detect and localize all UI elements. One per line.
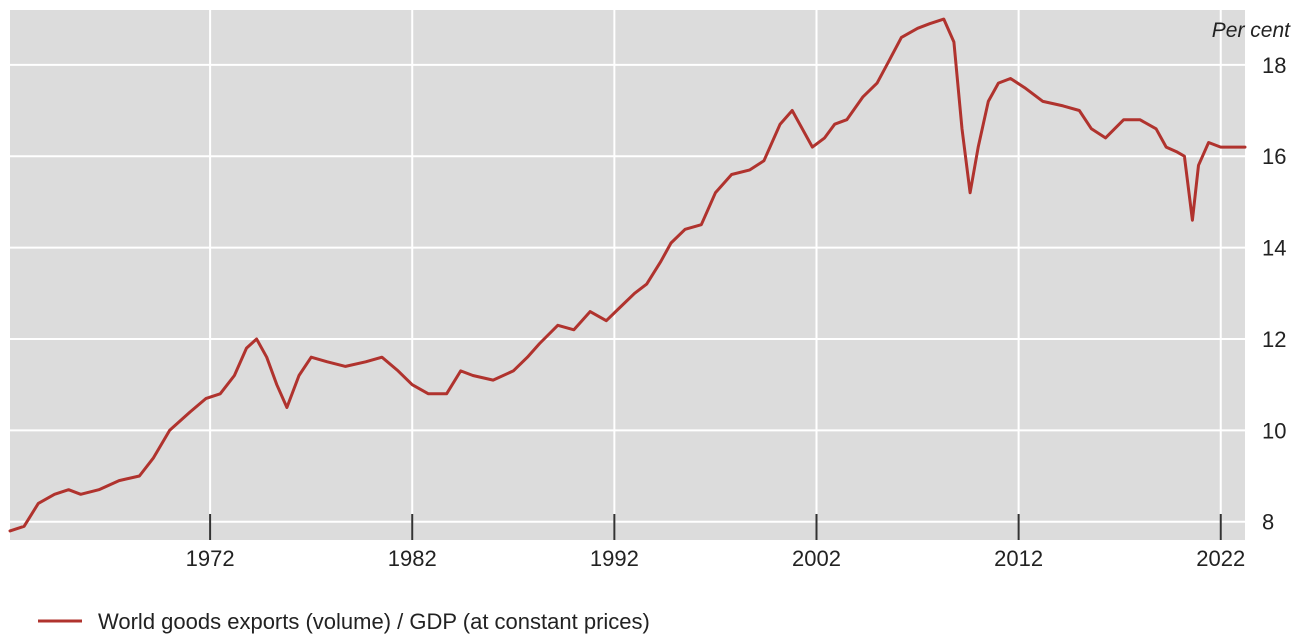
horizontal-gridlines [10, 63, 1245, 523]
x-axis-tick-marks [209, 514, 1222, 540]
y-tick-label: 12 [1262, 327, 1286, 352]
y-tick-label: 18 [1262, 53, 1286, 78]
x-axis-tick-labels: 1972 1982 1992 2002 2012 2022 [186, 546, 1246, 571]
y-tick-label: 16 [1262, 144, 1286, 169]
x-tick-label: 2022 [1196, 546, 1245, 571]
y-axis-tick-labels: 8 10 12 14 16 18 [1262, 53, 1286, 535]
y-tick-label: 14 [1262, 236, 1286, 261]
x-tick-label: 2002 [792, 546, 841, 571]
plot-background [10, 10, 1245, 540]
x-tick-label: 1982 [388, 546, 437, 571]
x-tick-label: 2012 [994, 546, 1043, 571]
y-tick-label: 10 [1262, 418, 1286, 443]
x-tick-label: 1972 [186, 546, 235, 571]
y-tick-label: 8 [1262, 510, 1274, 535]
unit-label: Per cent [1212, 19, 1291, 42]
series-line [8, 17, 1247, 533]
legend-label: World goods exports (volume) / GDP (at c… [98, 609, 650, 634]
legend: World goods exports (volume) / GDP (at c… [38, 609, 650, 634]
x-tick-label: 1992 [590, 546, 639, 571]
vertical-gridlines [209, 10, 1222, 540]
